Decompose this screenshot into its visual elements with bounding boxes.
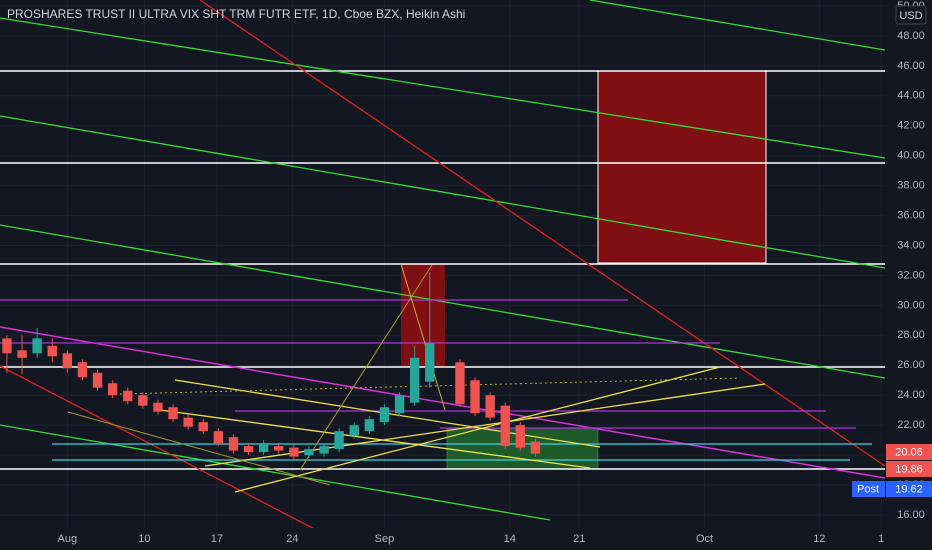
time-axis — [0, 528, 885, 550]
post-price: 19.62 — [895, 483, 923, 495]
trend-line — [589, 0, 886, 51]
trend-line — [400, 263, 446, 411]
candle-body — [17, 350, 27, 358]
candle-body — [2, 338, 12, 354]
candle-body — [32, 338, 42, 354]
price-tag — [886, 461, 932, 477]
y-tick-label: 46.00 — [897, 60, 925, 72]
x-tick-label: Sep — [375, 533, 395, 545]
short-box — [597, 70, 767, 264]
candle-body — [243, 446, 254, 453]
y-tick-label: 30.00 — [897, 299, 925, 311]
x-tick-label: 10 — [138, 533, 150, 545]
prev-price: 19.86 — [895, 463, 923, 475]
x-tick-label: 14 — [504, 533, 516, 545]
trend-line — [159, 409, 591, 469]
x-tick-label: 21 — [573, 533, 585, 545]
x-tick-label: 1 — [878, 533, 884, 545]
currency-box[interactable] — [895, 5, 927, 25]
candle-body — [138, 395, 148, 406]
y-tick-label: 32.00 — [897, 269, 925, 281]
candle-body — [394, 395, 405, 414]
candle-body — [107, 383, 118, 396]
trend-line — [299, 264, 433, 471]
short-box — [401, 264, 445, 367]
candle-body — [515, 425, 526, 448]
candle-body — [123, 390, 133, 402]
post-label: Post — [857, 483, 879, 495]
candle-body — [319, 446, 329, 454]
candle-body — [47, 345, 57, 357]
y-tick-label: 38.00 — [897, 180, 925, 192]
candle-body — [485, 395, 495, 418]
y-tick-label: 24.00 — [897, 389, 925, 401]
candle-body — [274, 446, 284, 451]
candle-body — [349, 425, 359, 436]
y-tick-label: 34.00 — [897, 239, 925, 251]
price-tag — [886, 481, 932, 497]
trend-line — [199, 0, 886, 467]
candle-body — [289, 447, 299, 457]
y-tick-label: 26.00 — [897, 359, 925, 371]
candle-body — [62, 353, 73, 369]
trend-line — [0, 17, 886, 159]
y-tick-label: 28.00 — [897, 329, 925, 341]
trend-line — [0, 365, 356, 550]
candle-body — [409, 357, 420, 403]
candle-body — [92, 372, 103, 388]
trend-line — [0, 224, 886, 379]
x-tick-label: Oct — [696, 533, 713, 545]
trend-line — [234, 366, 721, 493]
y-tick-label: 40.00 — [897, 150, 925, 162]
candle-body — [153, 402, 163, 412]
currency: USD — [899, 10, 922, 22]
post-tag — [852, 481, 885, 497]
candle-body — [425, 342, 435, 382]
candle-body — [198, 422, 208, 432]
x-tick-label: 17 — [211, 533, 223, 545]
y-tick-label: 22.00 — [897, 419, 925, 431]
candle-body — [183, 417, 193, 427]
candle-body — [213, 431, 224, 444]
y-tick-label: 44.00 — [897, 90, 925, 102]
drawings — [0, 0, 886, 550]
x-tick-label: Aug — [58, 533, 78, 545]
candle-body — [304, 449, 314, 456]
candle-body — [364, 419, 375, 432]
candle-body — [379, 407, 390, 423]
candle-body — [228, 437, 239, 451]
candle-body — [470, 380, 480, 414]
candle-body — [530, 441, 541, 454]
y-tick-label: 48.00 — [897, 30, 925, 42]
chart-title: PROSHARES TRUST II ULTRA VIX SHT TRM FUT… — [7, 7, 465, 21]
trend-line — [0, 115, 886, 269]
y-tick-label: 36.00 — [897, 209, 925, 221]
last-price: 20.06 — [895, 446, 923, 458]
x-tick-label: 24 — [286, 533, 298, 545]
candle-body — [334, 431, 344, 450]
x-tick-label: 12 — [813, 533, 825, 545]
candle-body — [168, 407, 178, 420]
price-tag — [886, 444, 932, 460]
trend-line — [67, 411, 331, 486]
candle-body — [258, 443, 269, 453]
candle-body — [77, 362, 88, 378]
trend-line — [0, 424, 551, 521]
candles — [2, 272, 541, 460]
candle-body — [500, 405, 510, 447]
y-tick-label: 42.00 — [897, 120, 925, 132]
candle-body — [455, 362, 465, 405]
y-tick-label: 16.00 — [897, 509, 925, 521]
